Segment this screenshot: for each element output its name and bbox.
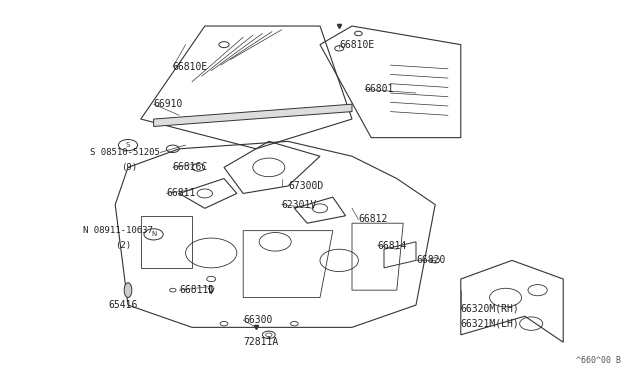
- Text: 72811A: 72811A: [243, 337, 278, 347]
- Text: 66811: 66811: [166, 189, 196, 198]
- Text: 67300D: 67300D: [288, 181, 323, 191]
- Text: 62301V: 62301V: [282, 200, 317, 209]
- Text: S: S: [126, 142, 130, 148]
- Text: 66320M(RH): 66320M(RH): [461, 304, 520, 314]
- Text: 65416: 65416: [109, 300, 138, 310]
- Text: 66801: 66801: [365, 84, 394, 94]
- Circle shape: [266, 333, 272, 337]
- Text: 66816C: 66816C: [173, 163, 208, 172]
- Polygon shape: [154, 104, 352, 126]
- Text: 66811D: 66811D: [179, 285, 214, 295]
- Text: (2): (2): [115, 241, 131, 250]
- Text: 66814: 66814: [378, 241, 407, 250]
- Text: S 08510-51205: S 08510-51205: [90, 148, 159, 157]
- Ellipse shape: [124, 283, 132, 298]
- Text: 66300: 66300: [243, 315, 273, 325]
- Text: 66810E: 66810E: [173, 62, 208, 72]
- Text: 66910: 66910: [154, 99, 183, 109]
- Text: 66810E: 66810E: [339, 40, 374, 49]
- Text: 66321M(LH): 66321M(LH): [461, 319, 520, 328]
- Text: N: N: [151, 231, 156, 237]
- Text: 66820: 66820: [416, 256, 445, 265]
- Text: ^660^00 B: ^660^00 B: [576, 356, 621, 365]
- Text: N 08911-10637: N 08911-10637: [83, 226, 153, 235]
- Text: 66812: 66812: [358, 215, 388, 224]
- Text: (9): (9): [122, 163, 138, 172]
